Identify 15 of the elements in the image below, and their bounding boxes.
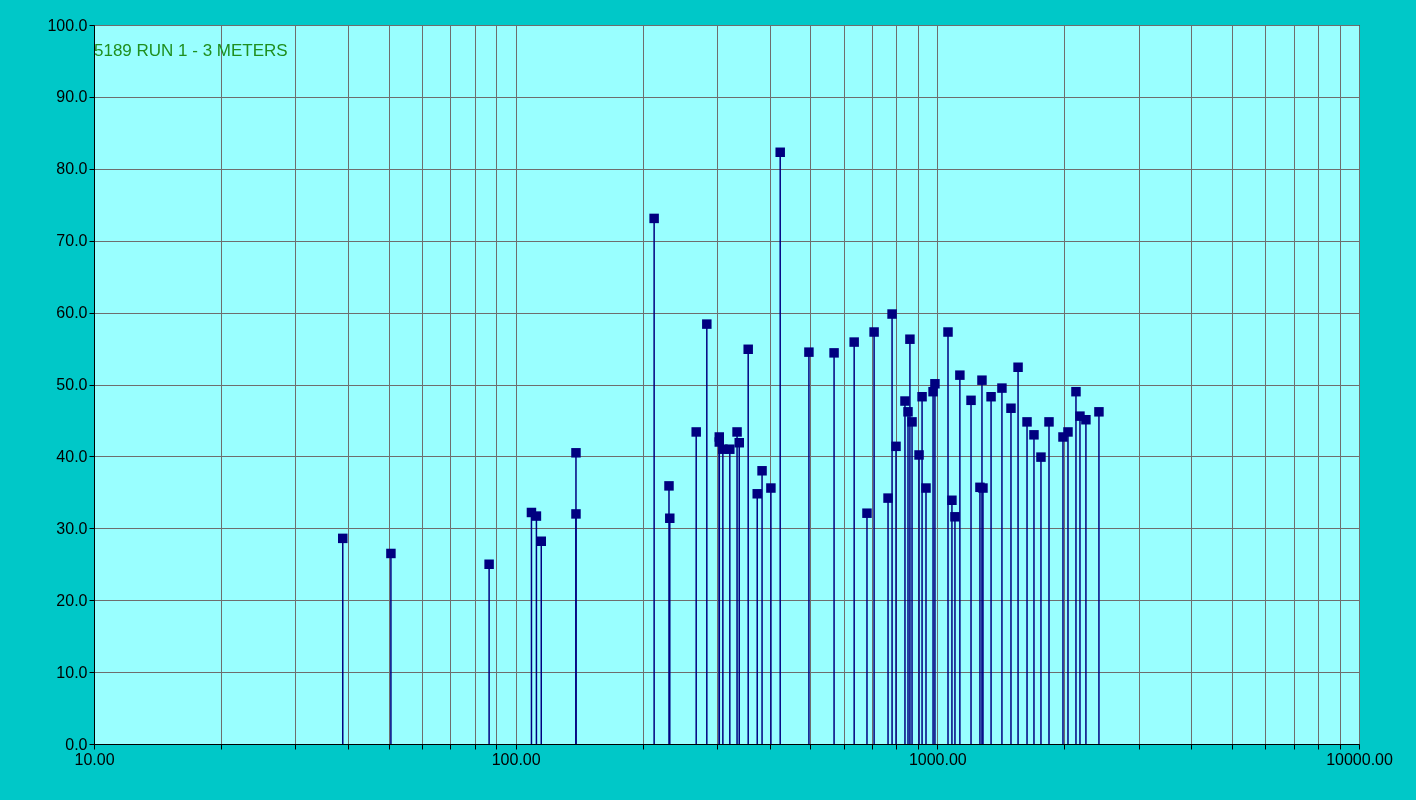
y-tick-label: 70.0 <box>56 232 88 250</box>
y-tick-label: 10.0 <box>56 663 88 681</box>
y-tick-label: 0.0 <box>65 735 88 753</box>
y-tick-label: 60.0 <box>56 304 88 322</box>
x-tick-label: 1000.00 <box>908 750 967 768</box>
x-tick-label: 10.00 <box>74 750 115 768</box>
y-tick-label: 50.0 <box>56 376 88 393</box>
y-tick-label: 80.0 <box>56 160 88 178</box>
x-tick-label: 100.00 <box>491 750 541 768</box>
x-tick-label: 10000.00 <box>1326 750 1393 768</box>
y-tick-label: 20.0 <box>56 591 88 609</box>
y-tick-label: 100.0 <box>47 16 88 34</box>
y-tick-label: 40.0 <box>56 447 88 465</box>
y-tick-label: 30.0 <box>56 519 88 537</box>
y-tick-label: 90.0 <box>56 88 88 106</box>
